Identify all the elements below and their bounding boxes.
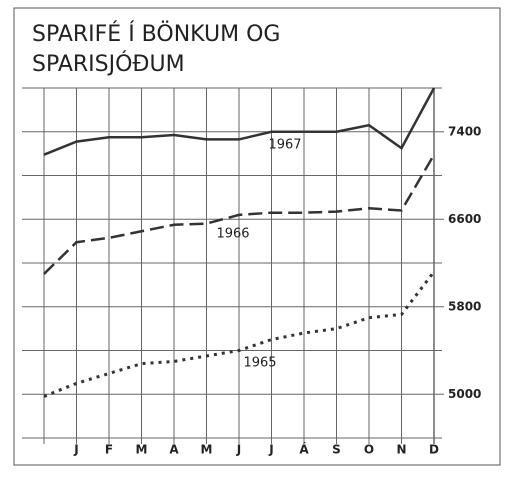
x-tick-label: M [136,443,148,457]
y-tick-label: 7400 [448,124,481,138]
chart-title: SPARIFÉ Í BÖNKUM OG [32,21,280,47]
x-tick-label: D [429,443,439,457]
x-tick-label: F [105,443,113,457]
y-tick-label: 5800 [448,299,481,313]
line-series [43,87,436,156]
line-series [43,270,436,398]
x-tick-label: S [332,443,341,457]
x-tick-label: J [268,443,273,457]
y-tick-label: 5000 [448,387,481,401]
chart-title: SPARISJÓÐUM [32,51,185,77]
x-tick-label: A [169,443,179,457]
frame [13,7,501,466]
x-tick-label: J [73,443,78,457]
series-label: 1965 [243,356,276,371]
x-tick-label: O [364,443,374,457]
series-label: 1966 [216,227,249,242]
series-label: 1967 [268,138,301,153]
y-tick-label: 6600 [448,212,481,226]
x-tick-label: J [236,443,241,457]
x-tick-label: N [396,443,406,457]
line-series [43,154,436,275]
x-tick-label: Á [299,442,309,457]
x-tick-label: M [201,443,213,457]
